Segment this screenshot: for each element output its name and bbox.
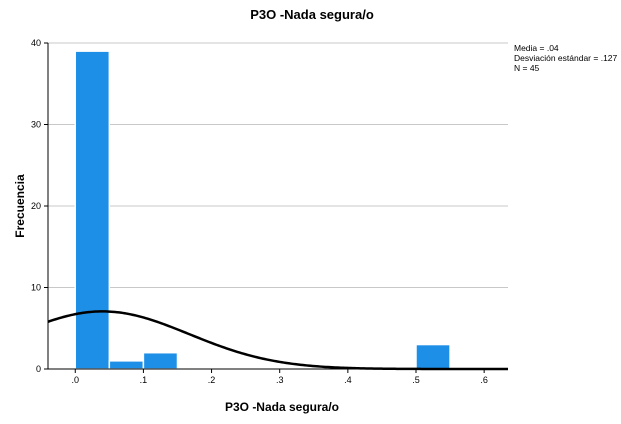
y-tick-label: 0 — [36, 364, 41, 374]
tick-labels: 0 10 20 30 40 .0 .1 .2 .3 .4 .5 .6 — [31, 38, 488, 385]
histogram-bar — [74, 50, 111, 370]
axes — [44, 42, 508, 373]
stat-mean: Media = .04 — [514, 43, 559, 53]
histogram-bar — [142, 351, 179, 370]
x-tick-label: .1 — [140, 375, 148, 385]
chart-title: P3O -Nada segura/o — [250, 7, 374, 22]
y-tick-label: 40 — [31, 38, 41, 48]
statistics-box: Media = .04 Desviación estándar = .127 N… — [514, 43, 617, 73]
stat-n: N = 45 — [514, 63, 540, 73]
histogram-bar — [415, 343, 451, 370]
x-tick-label: .0 — [72, 375, 80, 385]
x-axis-label: P3O -Nada segura/o — [225, 400, 339, 414]
y-tick-label: 20 — [31, 201, 41, 211]
histogram-bars — [74, 50, 451, 370]
x-tick-label: .3 — [276, 375, 284, 385]
y-tick-label: 10 — [31, 283, 41, 293]
grid-lines — [48, 42, 508, 288]
y-tick-label: 30 — [31, 120, 41, 130]
x-tick-label: .4 — [344, 375, 352, 385]
stat-std-dev: Desviación estándar = .127 — [514, 53, 618, 63]
x-tick-label: .5 — [412, 375, 420, 385]
histogram-bar — [108, 360, 145, 370]
x-tick-label: .6 — [480, 375, 488, 385]
y-axis-label: Frecuencia — [13, 174, 27, 238]
x-tick-label: .2 — [208, 375, 216, 385]
